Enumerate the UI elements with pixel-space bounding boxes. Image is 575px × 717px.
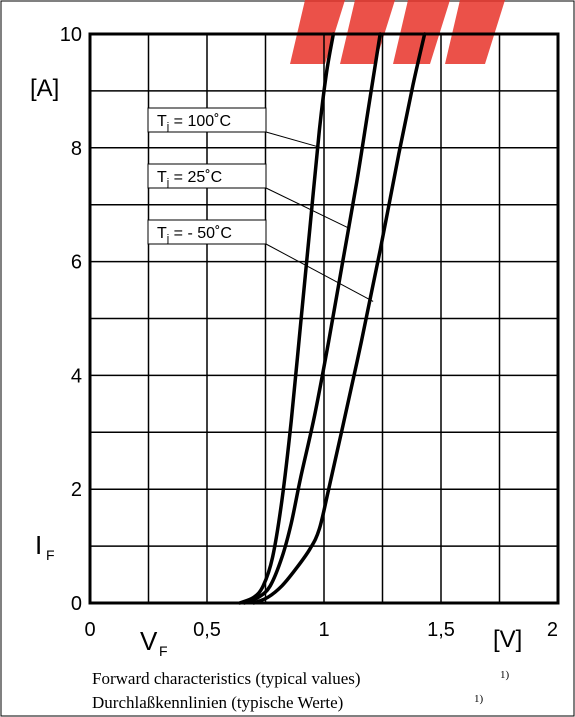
series-label-box: [147, 107, 267, 133]
series-label: Tj = 100˚C: [157, 113, 231, 133]
caption-german-footnote: 1): [474, 693, 484, 705]
series-line-1: [242, 32, 382, 605]
x-axis-unit: [V]: [493, 626, 522, 653]
caption-english: Forward characteristics (typical values): [92, 669, 361, 688]
x-axis-subscript: F: [159, 643, 168, 659]
x-tick-labels: 0 0,5 1 1,5 2: [84, 619, 558, 641]
series-line-2: [252, 32, 427, 605]
x-tick-label: 0,5: [193, 619, 221, 641]
brand-logo-watermark: [290, 0, 505, 64]
caption-english-footnote: 1): [500, 669, 510, 681]
y-tick-label: 6: [71, 252, 82, 274]
y-axis-unit: [A]: [30, 75, 59, 102]
label-leaders: [265, 131, 374, 302]
series-label: Tj = 25˚C: [157, 169, 222, 189]
x-tick-label: 0: [84, 619, 95, 641]
y-axis-symbol: I: [35, 530, 42, 560]
y-tick-label: 0: [71, 593, 82, 615]
series-label-box: [147, 219, 267, 245]
x-tick-label: 1: [318, 619, 329, 641]
y-axis-subscript: F: [46, 547, 55, 563]
series-label-leader: [265, 131, 322, 149]
plot-area-border: [88, 32, 560, 605]
y-tick-label: 4: [71, 365, 82, 387]
y-tick-label: 10: [60, 24, 82, 46]
series-line-0: [238, 32, 336, 605]
y-tick-labels: 0 2 4 6 8 10: [60, 24, 82, 615]
caption-german: Durchlaßkennlinien (typische Werte): [92, 693, 343, 712]
x-tick-label: 1,5: [427, 619, 455, 641]
series-label-leader: [265, 187, 348, 228]
y-tick-label: 2: [71, 479, 82, 501]
series-labels: Tj = 100˚C Tj = 25˚C Tj = - 50˚C: [147, 107, 267, 245]
series-label-box: [147, 163, 267, 189]
series-label-leader: [265, 243, 374, 302]
x-tick-label: 2: [547, 619, 558, 641]
x-axis-symbol: V: [140, 626, 158, 656]
y-tick-label: 8: [71, 138, 82, 160]
series-label: Tj = - 50˚C: [157, 225, 232, 245]
curves-group: [238, 32, 427, 605]
